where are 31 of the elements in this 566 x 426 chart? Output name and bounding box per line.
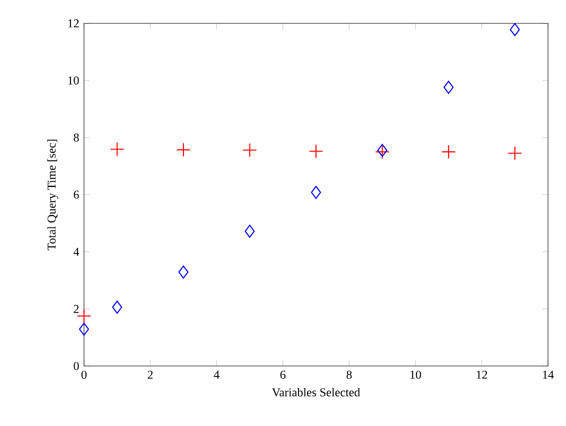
point bbox=[244, 224, 255, 238]
x-tick-label: 0 bbox=[81, 370, 87, 379]
point bbox=[377, 144, 388, 157]
y-axis-title: Total Query Time [sec] bbox=[47, 140, 58, 250]
point bbox=[310, 186, 322, 199]
y-tick-label: 12 bbox=[68, 19, 79, 28]
x-tick-label: 10 bbox=[410, 370, 421, 379]
point bbox=[242, 142, 257, 158]
point bbox=[508, 146, 522, 160]
y-tick-label: 6 bbox=[74, 190, 79, 199]
x-tick-label: 8 bbox=[346, 370, 352, 379]
x-tick-label: 12 bbox=[476, 370, 488, 379]
y-tick-label: 2 bbox=[74, 304, 79, 313]
point bbox=[176, 142, 191, 158]
point bbox=[78, 322, 90, 336]
point bbox=[510, 23, 520, 36]
x-tick-label: 14 bbox=[543, 370, 554, 379]
point bbox=[308, 144, 324, 158]
y-tick-label: 10 bbox=[68, 76, 79, 84]
point bbox=[110, 142, 124, 156]
point bbox=[441, 144, 456, 160]
point bbox=[444, 80, 454, 94]
point bbox=[112, 300, 122, 314]
x-tick-label: 6 bbox=[280, 370, 286, 379]
y-tick-label: 4 bbox=[74, 248, 80, 256]
y-tick-label: 0 bbox=[74, 362, 79, 370]
x-axis-title: Variables Selected bbox=[272, 388, 360, 396]
y-tick-label: 8 bbox=[74, 134, 79, 142]
x-tick-label: 2 bbox=[148, 370, 153, 379]
x-tick-label: 4 bbox=[214, 370, 220, 379]
point bbox=[178, 266, 188, 279]
